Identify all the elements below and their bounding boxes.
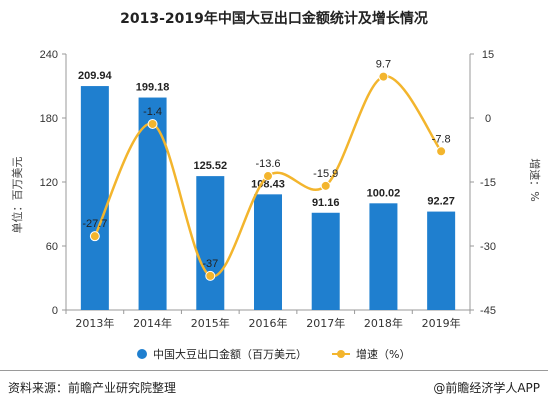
- line-series: [89, 71, 447, 281]
- legend-bar-swatch: [137, 349, 147, 359]
- line-value-label: -7.8: [432, 133, 451, 145]
- bar: [196, 176, 225, 310]
- line-point: [436, 146, 447, 157]
- line-point: [378, 71, 389, 82]
- x-tick-label: 2019年: [422, 316, 461, 330]
- line-value-label: -1.4: [143, 106, 162, 118]
- bar: [138, 97, 167, 310]
- line-point: [263, 171, 273, 182]
- brand-credit: @前瞻经济学人APP: [433, 381, 540, 395]
- left-tick-label: 120: [40, 177, 58, 189]
- x-tick-label: 2017年: [306, 316, 345, 330]
- x-tick-label: 2015年: [191, 316, 230, 330]
- footer-divider: [0, 370, 548, 371]
- bar-value-label: 199.18: [136, 82, 170, 94]
- right-tick-label: -45: [480, 305, 496, 317]
- bar: [80, 86, 109, 311]
- legend: 中国大豆出口金额（百万美元） 增速（%）: [137, 347, 410, 361]
- legend-bar-label: 中国大豆出口金额（百万美元）: [153, 347, 307, 361]
- line-value-label: -27.7: [82, 218, 107, 230]
- chart-title: 2013-2019年中国大豆出口金额统计及增长情况: [120, 11, 428, 27]
- line-value-label: -13.6: [255, 158, 280, 170]
- left-tick-label: 0: [52, 305, 58, 317]
- left-tick-label: 240: [40, 49, 58, 61]
- right-tick-label: -30: [480, 241, 496, 253]
- x-tick-label: 2018年: [364, 316, 403, 330]
- bar: [254, 194, 282, 310]
- bar: [369, 203, 398, 310]
- left-axis-title: 单位：百万美元: [10, 157, 24, 234]
- x-axis: 2013年 2014年 2015年 2016年 2017年 2018年 2019年: [65, 309, 471, 330]
- bar-value-label: 125.52: [193, 160, 227, 172]
- bar: [311, 212, 340, 310]
- chart-canvas: 0 60 120 180 240 -45 -30 -15 0 15 2013年 2014年 2015…: [10, 49, 542, 361]
- bar: [427, 211, 456, 310]
- legend-line-marker: [337, 350, 345, 358]
- line-point: [89, 231, 100, 242]
- right-tick-label: 15: [482, 49, 494, 61]
- line-point: [205, 270, 216, 281]
- line-point: [147, 118, 158, 129]
- bar-value-label: 209.94: [78, 70, 113, 82]
- left-y-axis: 0 60 120 180 240: [40, 49, 67, 317]
- bar-series: [80, 86, 456, 311]
- left-tick-label: 60: [46, 241, 58, 253]
- line-data-labels: -27.7 -1.4 -37 -13.6 -15.9 9.7 -7.8: [82, 59, 450, 270]
- left-tick-label: 180: [40, 113, 58, 125]
- x-tick-label: 2014年: [133, 316, 172, 330]
- bar-value-label: 91.16: [312, 197, 340, 209]
- right-tick-label: 0: [485, 113, 491, 125]
- x-tick-label: 2016年: [249, 316, 288, 330]
- line-value-label: -15.9: [313, 168, 338, 180]
- right-tick-label: -15: [480, 177, 496, 189]
- bar-value-label: 100.02: [367, 187, 401, 199]
- line-value-label: -37: [202, 258, 218, 270]
- legend-line-label: 增速（%）: [356, 347, 410, 361]
- right-axis-title: 增速：%: [528, 158, 542, 201]
- line-value-label: 9.7: [376, 59, 391, 71]
- x-tick-label: 2013年: [75, 316, 114, 330]
- bar-value-label: 92.27: [427, 196, 455, 208]
- right-y-axis: -45 -30 -15 0 15: [469, 49, 496, 317]
- source-note: 资料来源：前瞻产业研究院整理: [8, 381, 177, 395]
- line-point: [320, 180, 331, 191]
